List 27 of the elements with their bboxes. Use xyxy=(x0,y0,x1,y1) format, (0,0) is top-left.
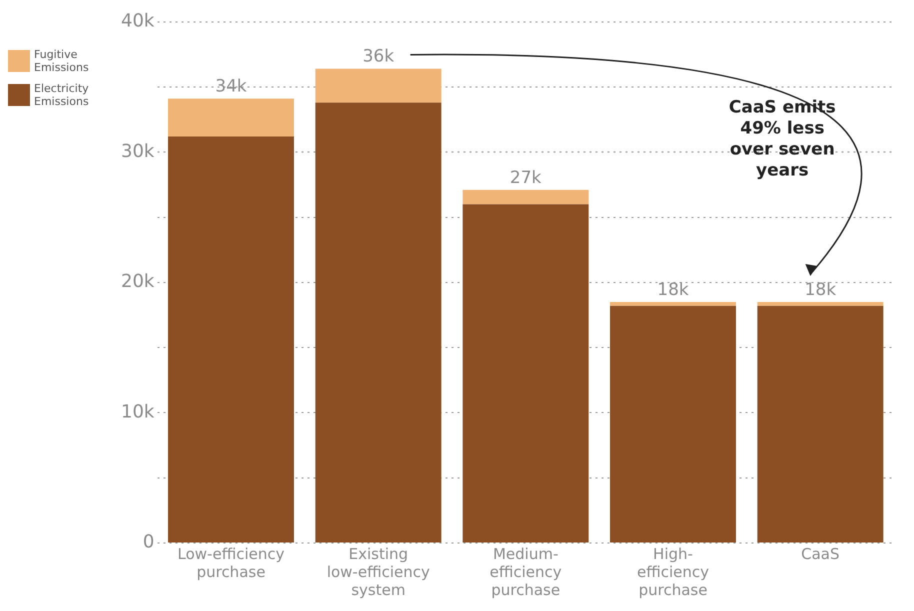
x-tick-label: High-efficiency purchase xyxy=(636,544,710,599)
bar xyxy=(315,68,442,103)
total-label: 18k xyxy=(804,280,836,300)
x-tick-label: Low-efficiency purchase xyxy=(178,544,285,581)
bar xyxy=(315,102,442,542)
y-tick-label: 30k xyxy=(121,140,155,162)
y-tick-label: 10k xyxy=(121,401,155,422)
total-label: 18k xyxy=(657,280,689,300)
y-tick-label: 0 xyxy=(142,532,154,553)
bar xyxy=(462,190,589,204)
bar xyxy=(610,306,736,542)
bar xyxy=(462,204,589,542)
legend-label: Electricity Emissions xyxy=(34,82,90,108)
bar xyxy=(610,302,736,306)
legend-label: Fugitive Emissions xyxy=(34,48,90,74)
x-tick-label: CaaS xyxy=(801,544,840,563)
total-label: 36k xyxy=(362,46,394,67)
bar xyxy=(757,302,884,306)
total-label: 34k xyxy=(215,76,247,97)
bar xyxy=(168,98,294,136)
y-tick-label: 20k xyxy=(121,271,155,292)
x-tick-label: Medium-efficiency purchase xyxy=(490,544,562,599)
total-label: 27k xyxy=(510,168,542,188)
bar xyxy=(757,306,884,542)
y-tick-label: 40k xyxy=(121,10,155,32)
x-tick-label: Existing low-efficiency system xyxy=(326,544,430,599)
bar xyxy=(168,136,294,542)
